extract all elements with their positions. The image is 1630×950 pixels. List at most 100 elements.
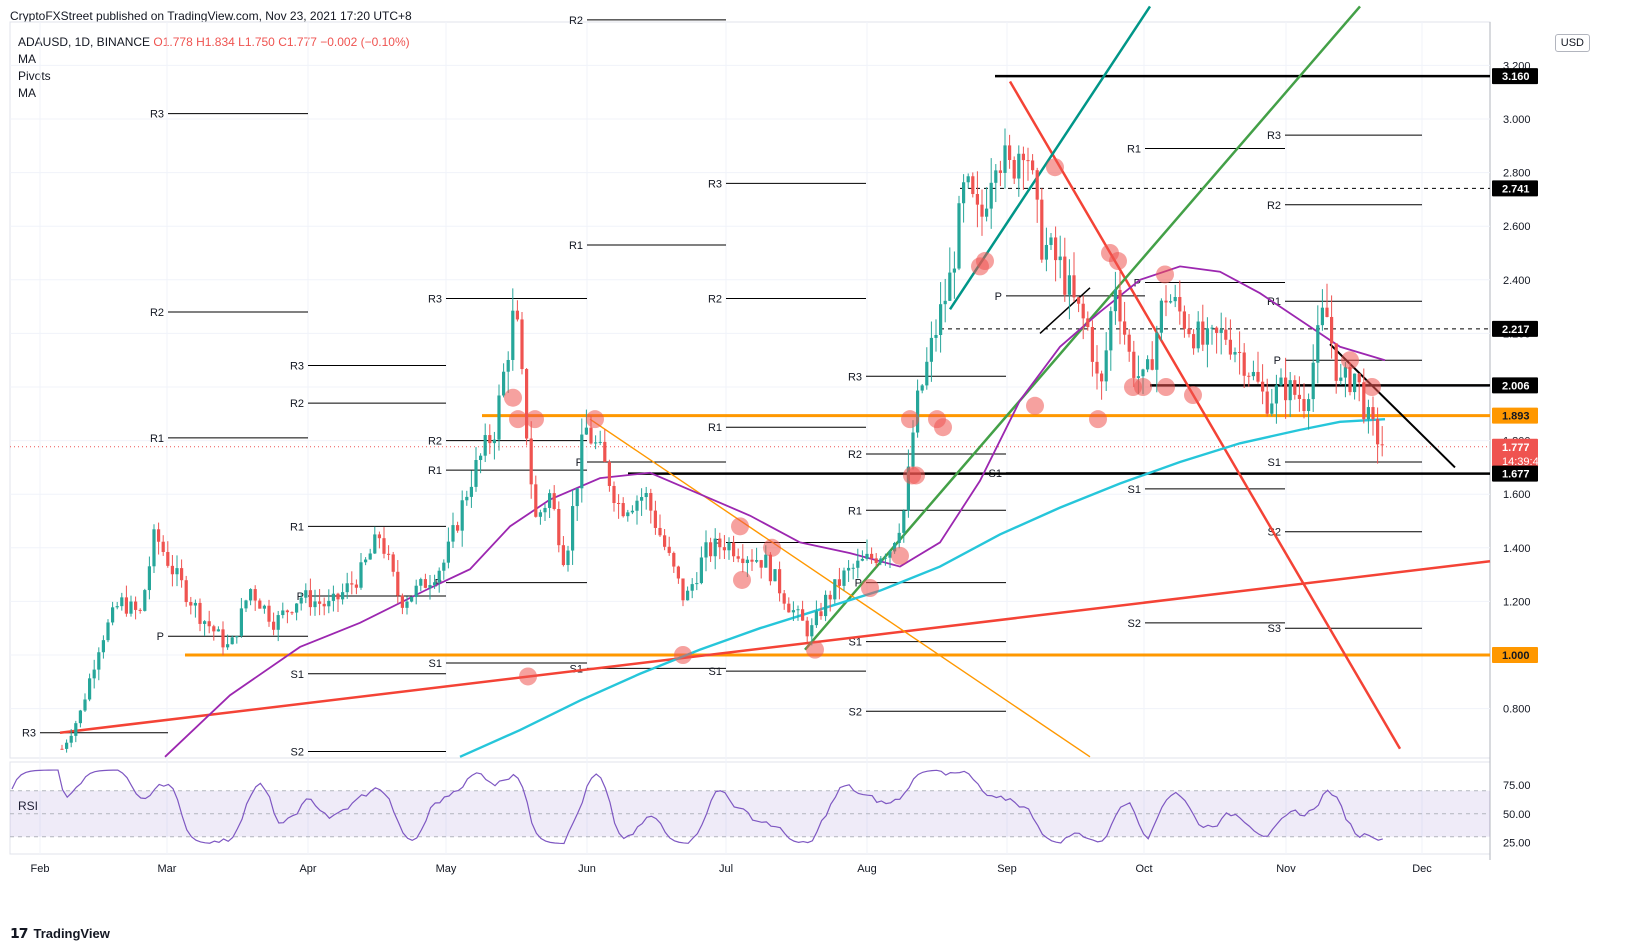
candle-body: [410, 596, 414, 602]
candle: [1072, 252, 1076, 302]
candle-body: [801, 609, 805, 621]
candle-body: [1224, 329, 1228, 340]
candle: [285, 609, 289, 624]
candle-body: [686, 590, 690, 601]
candle: [713, 528, 717, 570]
candle: [1040, 188, 1044, 263]
candle-body: [1270, 403, 1274, 414]
candle: [736, 548, 740, 563]
candle: [1169, 294, 1173, 304]
y-tick-label: 1.600: [1503, 489, 1531, 501]
ohlc-high: H1.834: [196, 35, 235, 49]
candle-body: [893, 542, 897, 552]
candle-body: [207, 621, 211, 627]
candle-body: [299, 597, 303, 604]
candle: [345, 572, 349, 599]
candle: [1008, 134, 1012, 169]
candle-body: [1371, 407, 1375, 420]
candle: [65, 739, 69, 753]
candle: [1054, 226, 1058, 282]
candle-body: [147, 566, 151, 591]
indicator-ma-2[interactable]: MA: [18, 86, 36, 100]
candle: [985, 187, 989, 222]
candle: [727, 537, 731, 560]
candle: [212, 624, 216, 641]
candle-body: [235, 636, 239, 638]
pivot-label: S1: [1268, 457, 1281, 469]
candle: [387, 545, 391, 561]
x-tick-label: Feb: [31, 863, 50, 875]
candle: [607, 459, 611, 492]
candle-body: [773, 569, 777, 582]
pivot-label: R2: [1267, 200, 1281, 212]
candle-body: [322, 603, 326, 607]
candle: [502, 363, 506, 398]
candle: [437, 567, 441, 593]
candle-body: [745, 559, 749, 564]
candle-body: [313, 601, 317, 608]
pivot-label: P: [297, 591, 304, 603]
candle: [1100, 370, 1104, 400]
candle: [1123, 301, 1127, 345]
candle-body: [198, 602, 202, 624]
candle-body: [824, 594, 828, 617]
indicator-pivots[interactable]: Pivots: [18, 69, 51, 83]
candle: [934, 319, 938, 352]
candle-body: [1178, 297, 1182, 312]
candle-body: [396, 571, 400, 596]
candle: [198, 598, 202, 632]
candle-body: [552, 493, 556, 510]
candle: [1311, 344, 1315, 412]
currency-button[interactable]: USD: [1554, 34, 1590, 52]
candle: [465, 490, 469, 506]
candle: [1090, 320, 1094, 377]
candle-body: [1307, 399, 1311, 412]
price-label-text: 2.006: [1502, 380, 1530, 392]
candle-body: [1067, 275, 1071, 295]
symbol-row[interactable]: ADAUSD, 1D, BINANCE O1.778 H1.834 L1.750…: [18, 34, 410, 51]
candle-body: [704, 542, 708, 558]
candle: [782, 589, 786, 610]
candle: [603, 429, 607, 463]
candle: [828, 590, 832, 612]
candle-body: [833, 579, 837, 600]
candle-body: [1201, 321, 1205, 345]
candle-body: [515, 310, 519, 320]
candle-body: [1210, 327, 1214, 329]
price-label-box: [1492, 438, 1538, 469]
candle: [626, 509, 630, 522]
candle-body: [1141, 369, 1145, 377]
tradingview-logo[interactable]: 𝟭𝟳 TradingView: [10, 925, 110, 942]
price-label-box: [1492, 68, 1538, 85]
candle-body: [1196, 321, 1200, 349]
candle: [276, 610, 280, 642]
candle: [180, 559, 184, 588]
candle: [787, 597, 791, 613]
pivot-label: R1: [428, 465, 442, 477]
candle-body: [1063, 256, 1067, 295]
candle: [538, 509, 542, 525]
candle: [594, 435, 598, 450]
pivot-label: R2: [569, 15, 583, 27]
candle-body: [341, 592, 345, 600]
pivot-label: P: [1274, 355, 1281, 367]
candle: [1077, 296, 1081, 313]
candle: [1224, 317, 1228, 346]
candle: [138, 608, 142, 614]
candle-body: [1288, 380, 1292, 401]
candle-body: [97, 652, 101, 670]
candle-body: [865, 553, 869, 559]
candle: [1044, 227, 1048, 272]
indicator-ma-1[interactable]: MA: [18, 52, 36, 66]
candle-body: [1274, 385, 1278, 404]
candle-body: [212, 626, 216, 632]
candle: [911, 420, 915, 470]
candle: [460, 490, 464, 547]
candle: [566, 545, 570, 572]
candle: [97, 647, 101, 681]
candle: [405, 596, 409, 615]
candle-body: [134, 601, 138, 610]
candle: [313, 589, 317, 616]
candle-body: [718, 538, 722, 548]
